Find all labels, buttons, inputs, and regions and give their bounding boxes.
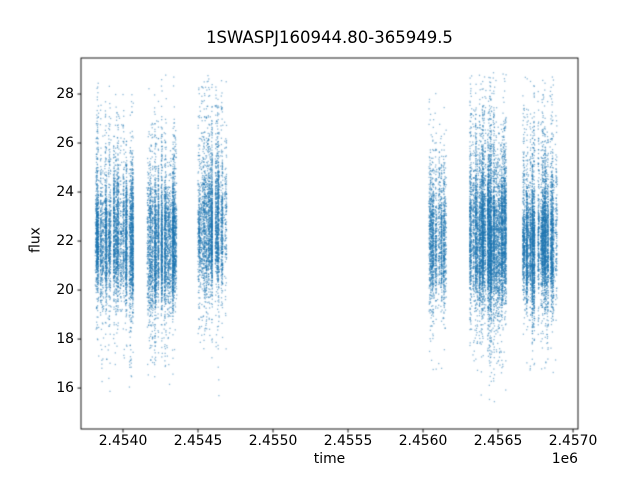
y-tick-label: 20: [56, 281, 74, 298]
x-tick-label: 2.4555: [323, 433, 373, 449]
y-tick-label: 28: [56, 85, 74, 102]
x-offset-label: 1e6: [551, 451, 578, 467]
x-tick-label: 2.4550: [248, 433, 298, 449]
y-tick-label: 18: [56, 330, 74, 347]
x-tick-label: 2.4570: [548, 433, 598, 449]
x-tick-label: 2.4565: [473, 433, 523, 449]
x-tick-label: 2.4540: [98, 433, 148, 449]
y-tick-label: 24: [56, 183, 74, 200]
x-axis-label: time: [313, 451, 346, 467]
y-tick-label: 16: [56, 379, 74, 396]
y-tick-label: 22: [56, 232, 74, 249]
x-tick-label: 2.4545: [173, 433, 223, 449]
chart-title: 1SWASPJ160944.80-365949.5: [206, 28, 453, 47]
x-tick-label: 2.4560: [398, 433, 448, 449]
y-tick-label: 26: [56, 134, 74, 151]
